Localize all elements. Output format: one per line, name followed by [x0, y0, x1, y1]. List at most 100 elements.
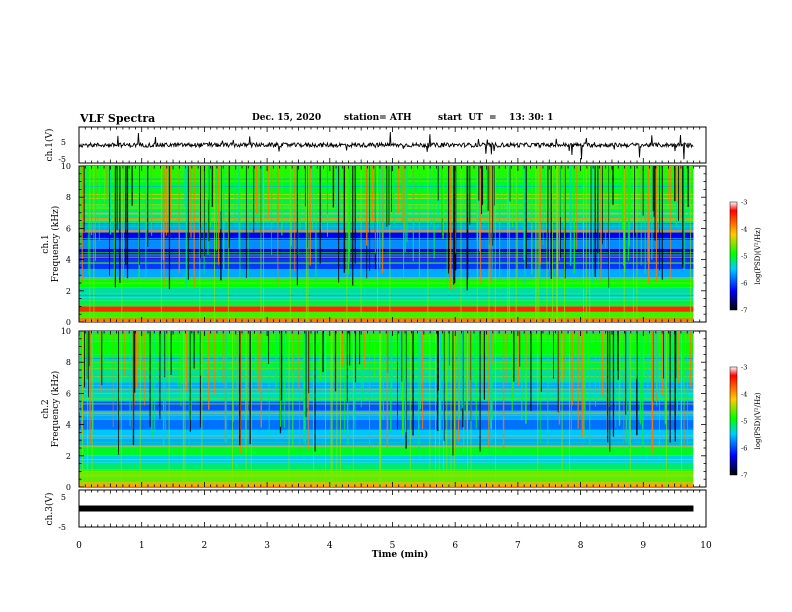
ch2-spec-impulse [577, 331, 579, 429]
ch2-spec-impulse [583, 331, 585, 439]
ch2-spec-impulse [292, 331, 294, 373]
ch2-spec-impulse [185, 331, 188, 391]
ch2-spec-impulse [193, 331, 195, 369]
ch1-spec-impulse [481, 166, 484, 205]
ch1-spec-impulse [332, 166, 335, 208]
ch2-spec-impulse [490, 331, 492, 441]
ch1-spec-strike [260, 166, 262, 322]
x-tick-label: 9 [640, 541, 646, 551]
ch2-spec-impulse [636, 331, 637, 379]
ch2-spec-impulse [107, 331, 109, 383]
ch2-spec-impulse [303, 331, 305, 431]
ch2-spec-line [79, 472, 694, 474]
ch2-spec-line [79, 486, 694, 488]
ch2-spec-impulse [402, 331, 404, 435]
ch2-spec-strike [380, 331, 382, 487]
ch2-spec-impulse [151, 331, 153, 439]
ch1-spec-impulse [388, 166, 390, 226]
ch1-spec-impulse [277, 166, 279, 287]
ch2-spec-impulse [461, 331, 463, 409]
ch2-spec-impulse [458, 331, 461, 419]
ch2-spec-impulse [397, 331, 398, 430]
ch1-ytick-label: 8 [66, 193, 71, 202]
ch3-ytick-top: 5 [61, 493, 66, 502]
ch2-spec-strike [330, 331, 332, 487]
ch1-spec-impulse [393, 166, 395, 225]
ch2-spec-impulse [618, 331, 621, 426]
ch2-spec-impulse [224, 331, 226, 442]
ch2-spec-impulse [162, 331, 165, 446]
ch1-spec-impulse [354, 166, 356, 264]
ch2-spec-impulse [477, 331, 479, 369]
ch1-spec-impulse [126, 166, 129, 279]
ch1-spec-impulse [255, 166, 257, 206]
time-axis-label: Time (min) [372, 549, 429, 560]
ch2-spec-impulse [148, 331, 150, 374]
station-label: station= ATH [344, 113, 412, 123]
ch1-spec-impulse [644, 166, 646, 274]
ch2-spec-impulse [256, 331, 258, 386]
ch1-spec-impulse [311, 166, 314, 230]
ch1-spec-band [79, 293, 694, 301]
ch1-spec-impulse [271, 166, 273, 204]
colorbar-tick-label: -3 [741, 199, 747, 207]
ch1-spec-impulse [668, 166, 670, 202]
ch1-spec-impulse [87, 166, 89, 275]
ch1-spec-line [79, 289, 694, 291]
ch1-spec-impulse [184, 166, 186, 207]
ch2-spec-impulse [519, 331, 521, 367]
x-tick-label: 6 [452, 541, 458, 551]
ch1-spec-impulse [481, 166, 483, 215]
ch1-spec-impulse [516, 166, 518, 289]
ch2-spec-impulse [101, 331, 103, 386]
ch2-spec-strike [182, 331, 184, 487]
ch1-spec-impulse [95, 166, 96, 261]
ch1-spec-strike [583, 166, 584, 322]
ch1-spec-impulse [576, 166, 578, 250]
ch1-spec-strike [546, 166, 548, 322]
ch2-spec-impulse [135, 331, 138, 389]
ch1-spec-impulse [542, 166, 544, 246]
ch1-spec-impulse [326, 166, 328, 237]
ch1-spec-line [79, 254, 694, 256]
ch1-spec-impulse [550, 166, 552, 279]
ch2-spec-impulse [200, 331, 202, 376]
ch1-spec-line [79, 256, 694, 258]
ch1-wave-trace [78, 131, 694, 160]
ch1-spec-impulse [113, 166, 115, 285]
ch2-spec-impulse [557, 331, 559, 413]
ch2-spec-impulse [160, 331, 162, 372]
ch1-spec-strike [214, 166, 215, 322]
ch2-spec-strike [331, 331, 333, 487]
ch1-spec-impulse [114, 166, 116, 288]
ch2-spec-impulse [466, 331, 468, 432]
ch2-spec-impulse [112, 331, 114, 428]
ch1-spec-impulse [147, 166, 149, 248]
ch1-spec-impulse [466, 166, 469, 278]
ch1-spec-line [79, 282, 694, 284]
ch1-spec-strike [508, 166, 510, 322]
ch2-ytick-label: 6 [66, 389, 71, 398]
ch2-spec-impulse [615, 331, 617, 428]
ch1-spec-impulse [116, 166, 118, 231]
ch1-spec-impulse [655, 166, 658, 282]
ch2-spec-impulse [553, 331, 554, 379]
ch1-spec-strike [609, 166, 610, 322]
ch2-spec-band [79, 476, 694, 483]
ch2-spec-strike [325, 331, 327, 487]
ch2-spec-impulse [675, 331, 677, 379]
ch1-spec-line [79, 231, 694, 233]
ch2-spec-impulse [468, 331, 471, 398]
ch1-spec-impulse [469, 166, 471, 225]
ch1-spec-impulse [201, 166, 203, 226]
ch2-frequency-label: Frequency (kHz) [50, 371, 61, 448]
ch1-spec-strike [199, 166, 201, 322]
ch2-spec-impulse [180, 331, 182, 407]
x-tick-label: 0 [76, 541, 82, 551]
ch1-spec-impulse [492, 166, 494, 246]
ch2-spectrogram [79, 331, 706, 488]
x-tick-label: 2 [202, 541, 208, 551]
ch2-spec-impulse [584, 331, 586, 414]
ch2-spec-impulse [439, 331, 442, 381]
x-tick-label: 7 [515, 541, 521, 551]
